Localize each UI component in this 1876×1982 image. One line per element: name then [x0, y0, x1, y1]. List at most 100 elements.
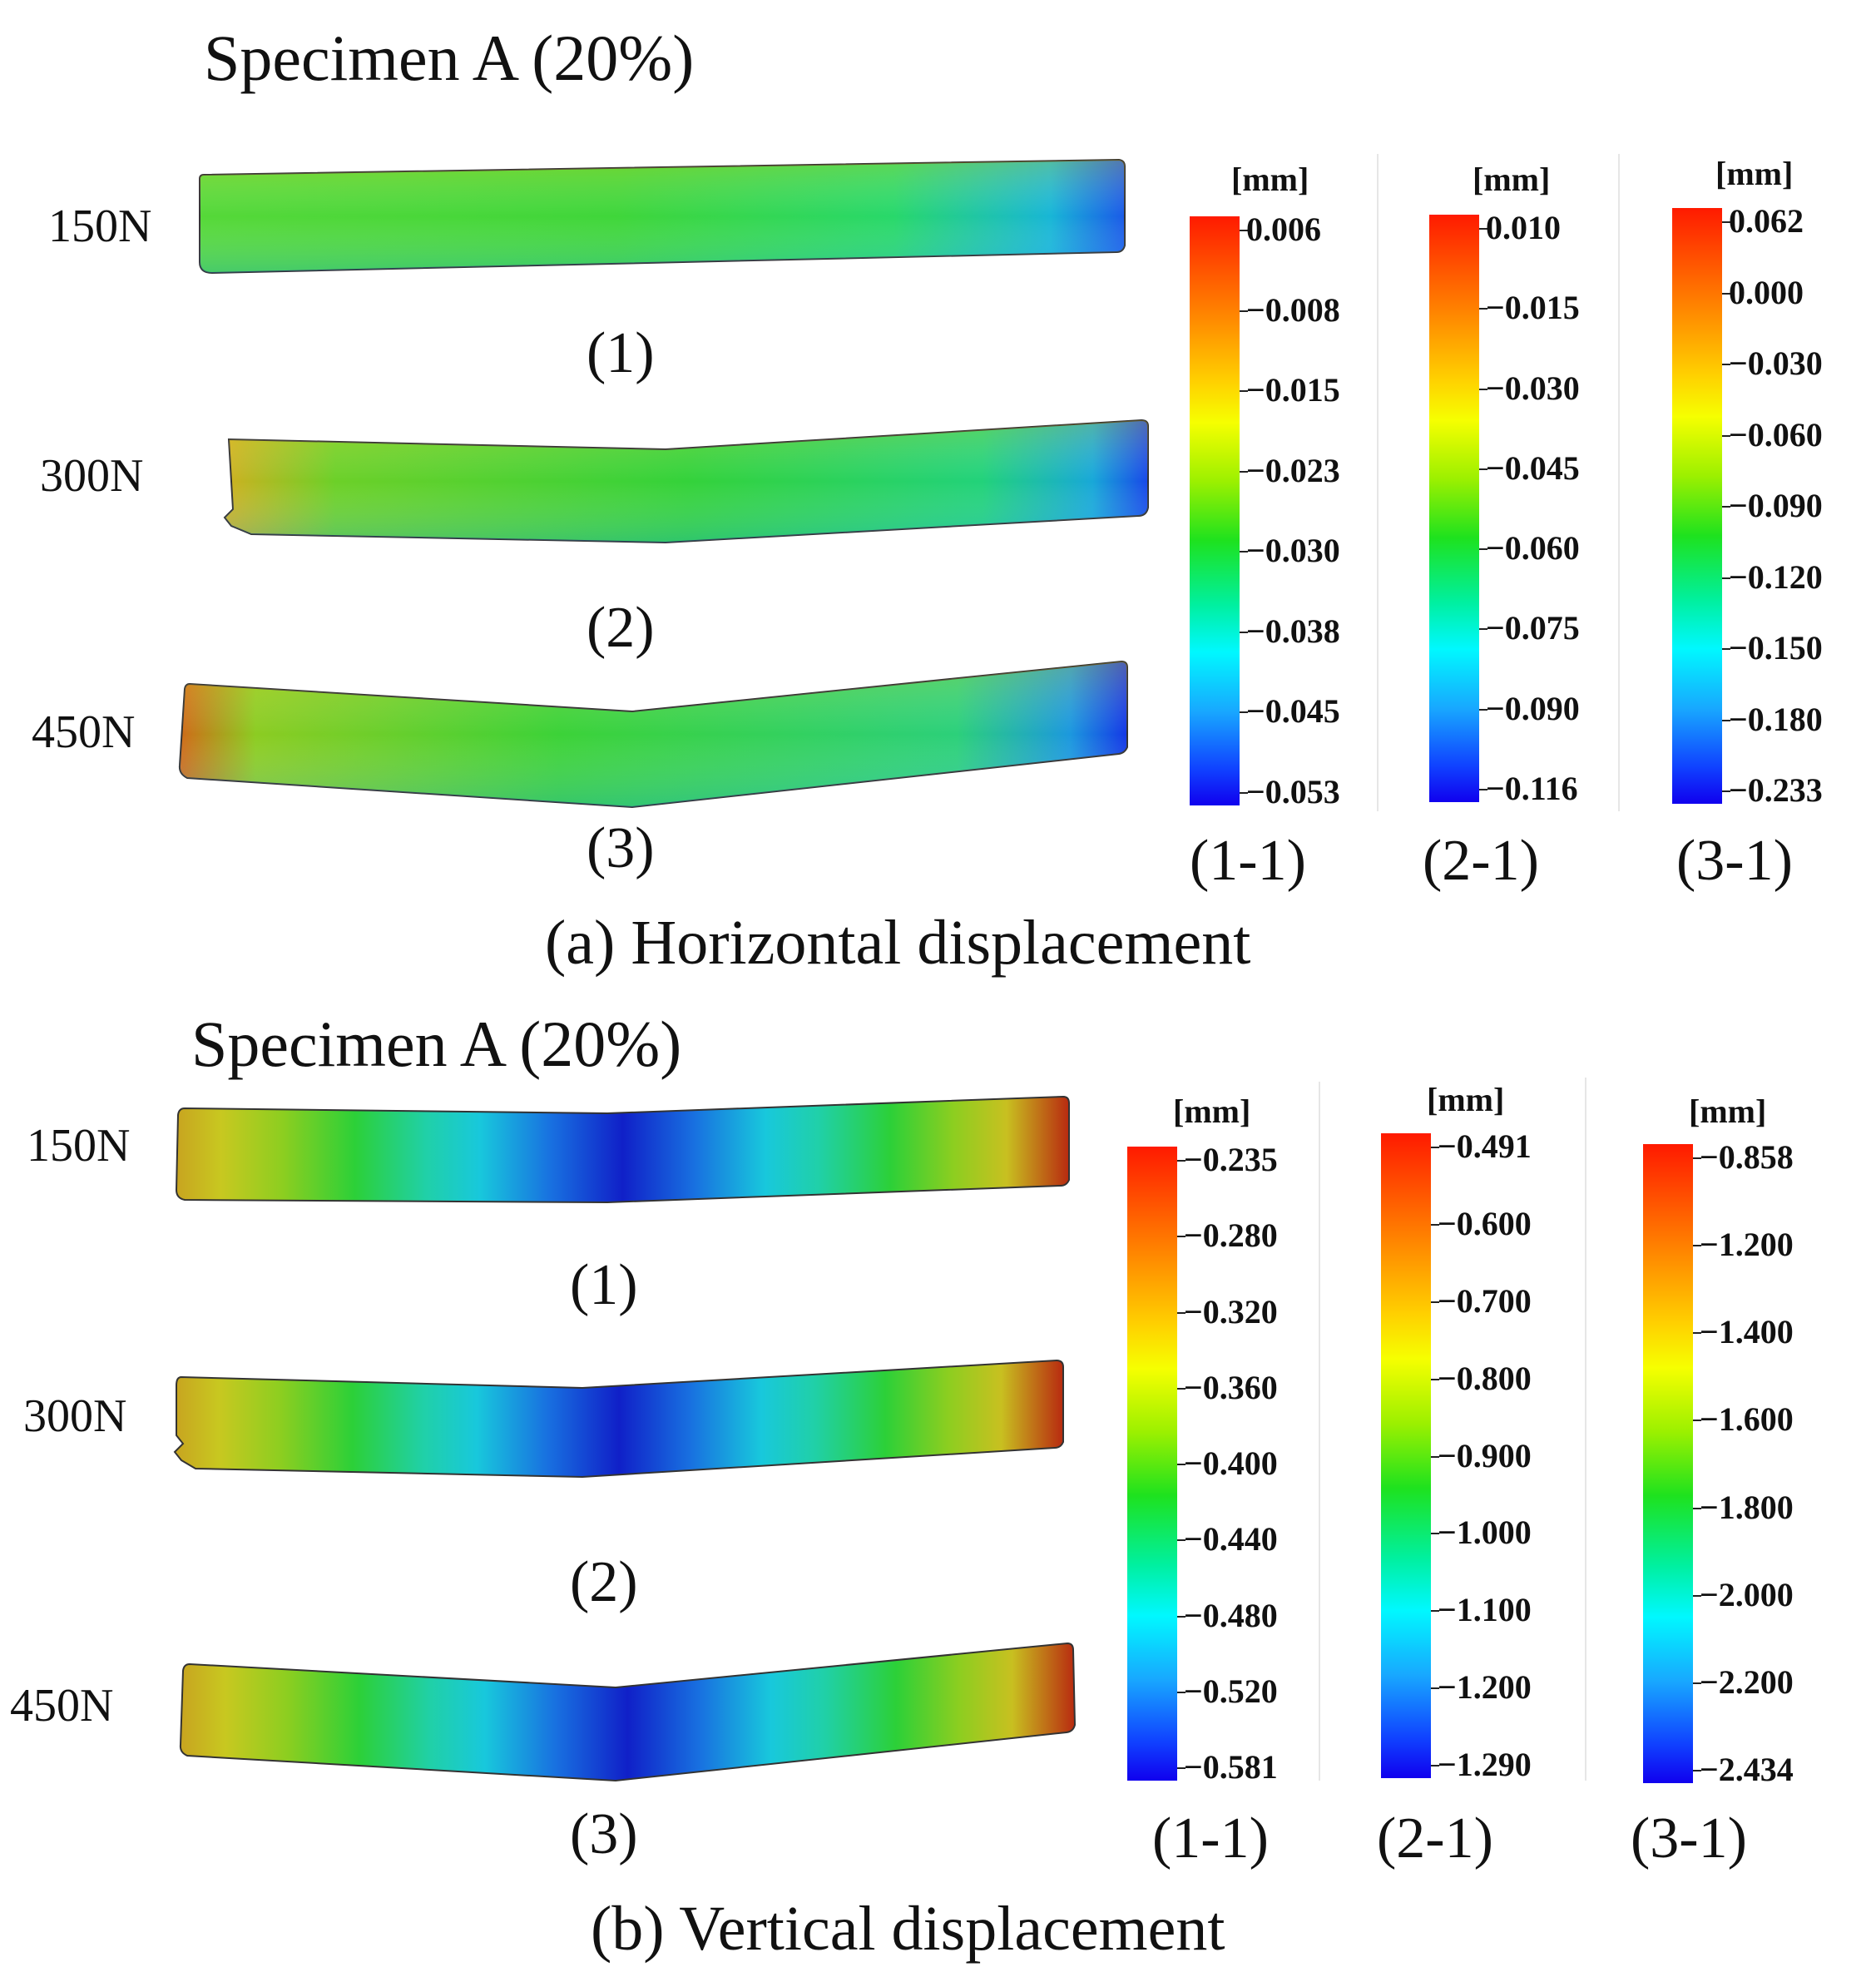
colorbar-tick-mark [1693, 1594, 1701, 1597]
colorbar-tick-label: −0.600 [1438, 1204, 1532, 1242]
panel-a-beam-150n-shade [200, 160, 1125, 273]
panel-b-beam-label-3: (3) [570, 1802, 638, 1866]
colorbar-tick-label: −0.030 [1486, 369, 1580, 407]
panel-a-scale-1-label: (1-1) [1190, 829, 1306, 893]
panel-b-caption: (b) Vertical displacement [591, 1894, 1225, 1964]
colorbar-tick-mark [1722, 292, 1730, 295]
colorbar-tick-label: −0.015 [1486, 289, 1580, 327]
colorbar-tick-mark [1177, 1615, 1185, 1618]
colorbar-tick-label: −1.600 [1700, 1400, 1794, 1439]
colorbar-tick-label: −1.290 [1438, 1746, 1532, 1783]
colorbar-tick-mark [1479, 228, 1487, 230]
panel-a-load-450n: 450N [32, 706, 136, 758]
colorbar-tick-mark [1479, 789, 1487, 790]
panel-a-scale-3-unit: [mm] [1715, 155, 1794, 192]
panel-a-load-300n: 300N [40, 450, 144, 502]
colorbar-tick-label: −0.700 [1438, 1281, 1532, 1320]
colorbar-tick-label: 0.010 [1486, 209, 1561, 246]
colorbar-tick-label: −0.520 [1184, 1672, 1278, 1710]
colorbar-tick-mark [1431, 1765, 1439, 1766]
panel-a-divider-1 [1377, 154, 1379, 811]
colorbar-tick-mark [1240, 792, 1248, 794]
colorbar-tick-label: −0.045 [1246, 692, 1340, 731]
colorbar-tick-mark [1722, 364, 1730, 365]
colorbar-tick-label: −0.491 [1438, 1127, 1532, 1165]
panel-a-scale-2-label: (2-1) [1423, 829, 1539, 893]
colorbar-tick-mark [1722, 719, 1730, 721]
colorbar-tick-label: −0.090 [1729, 487, 1823, 524]
colorbar-tick-mark [1177, 1464, 1185, 1465]
colorbar-tick-label: −1.100 [1438, 1591, 1532, 1629]
panel-b-scale-3-label: (3-1) [1631, 1806, 1747, 1871]
colorbar-tick-label: −0.053 [1246, 773, 1340, 810]
colorbar-tick-mark [1240, 310, 1248, 312]
colorbar-tick-mark [1240, 470, 1248, 473]
colorbar-tick-mark [1479, 548, 1487, 551]
colorbar-tick-mark [1177, 1160, 1185, 1162]
colorbar-tick-label: −0.440 [1184, 1520, 1278, 1558]
colorbar-tick-label: −0.090 [1486, 689, 1580, 727]
panel-a-load-150n: 150N [48, 201, 152, 252]
colorbar-tick-label: −2.434 [1700, 1751, 1794, 1788]
colorbar-tick-label: −0.120 [1729, 557, 1823, 596]
colorbar-tick-label: −0.581 [1184, 1748, 1278, 1786]
colorbar-tick-mark [1240, 711, 1248, 714]
colorbar-tick-label: −0.060 [1486, 529, 1580, 567]
colorbar-tick-label: −0.030 [1246, 532, 1340, 570]
colorbar-tick-label: 0.000 [1729, 273, 1804, 311]
panel-b-colorbar-3 [1643, 1144, 1693, 1783]
colorbar-tick-mark [1177, 1691, 1185, 1693]
panel-b-beam-300n [173, 1359, 1064, 1479]
colorbar-tick-label: −0.858 [1700, 1138, 1794, 1176]
colorbar-tick-label: −0.400 [1184, 1444, 1278, 1482]
colorbar-tick-label: −0.075 [1486, 609, 1580, 647]
panel-a-scale-1-unit: [mm] [1231, 161, 1309, 198]
colorbar-tick-mark [1240, 551, 1248, 553]
panel-a-scale-3-label: (3-1) [1676, 829, 1793, 893]
colorbar-tick-label: −2.200 [1700, 1662, 1794, 1701]
panel-b-scale-1-label: (1-1) [1152, 1806, 1269, 1871]
colorbar-tick-mark [1177, 1311, 1185, 1314]
colorbar-tick-label: −0.800 [1438, 1359, 1532, 1397]
panel-a-beam-label-1: (1) [587, 321, 655, 385]
colorbar-tick-mark [1177, 1387, 1185, 1390]
panel-a-colorbar-1 [1190, 216, 1240, 805]
colorbar-tick-mark [1431, 1147, 1439, 1148]
colorbar-tick-mark [1693, 1682, 1701, 1684]
colorbar-tick-mark [1177, 1236, 1185, 1238]
panel-b-title: Specimen A (20%) [191, 1008, 682, 1080]
colorbar-tick-mark [1431, 1455, 1439, 1458]
colorbar-tick-mark [1240, 631, 1248, 633]
colorbar-tick-mark [1693, 1245, 1701, 1247]
colorbar-tick-mark [1431, 1610, 1439, 1613]
colorbar-tick-mark [1177, 1539, 1185, 1542]
panel-a-colorbar-3 [1672, 208, 1722, 804]
colorbar-tick-label: −0.233 [1729, 771, 1823, 809]
colorbar-tick-label: −0.116 [1486, 770, 1578, 807]
panel-a-colorbar-2 [1429, 215, 1479, 802]
colorbar-tick-mark [1431, 1301, 1439, 1303]
panel-b-beam-label-2: (2) [570, 1550, 638, 1614]
panel-b-beam-label-1: (1) [570, 1253, 638, 1317]
colorbar-tick-label: −0.480 [1184, 1596, 1278, 1634]
colorbar-tick-mark [1479, 308, 1487, 310]
panel-a-beam-300n-shade [225, 420, 1148, 543]
colorbar-tick-label: −0.235 [1184, 1141, 1278, 1178]
colorbar-tick-label: −1.200 [1438, 1668, 1532, 1707]
colorbar-tick-label: −0.045 [1486, 448, 1580, 487]
panel-b-load-300n: 300N [23, 1390, 127, 1442]
panel-a-divider-2 [1618, 154, 1620, 811]
colorbar-tick-mark [1722, 577, 1730, 579]
colorbar-tick-label: −0.320 [1184, 1292, 1278, 1330]
colorbar-tick-mark [1693, 1420, 1701, 1422]
colorbar-tick-label: −0.900 [1438, 1436, 1532, 1474]
panel-b-load-450n: 450N [10, 1680, 114, 1732]
panel-a-beam-label-3: (3) [587, 816, 655, 880]
panel-b-scale-2-label: (2-1) [1377, 1806, 1493, 1871]
panel-a-beam-450n-shade [179, 661, 1128, 807]
colorbar-tick-label: −0.360 [1184, 1368, 1278, 1406]
panel-a-caption: (a) Horizontal displacement [545, 908, 1251, 978]
colorbar-tick-label: −0.015 [1246, 371, 1340, 409]
panel-b-scale-2-unit: [mm] [1427, 1081, 1505, 1118]
